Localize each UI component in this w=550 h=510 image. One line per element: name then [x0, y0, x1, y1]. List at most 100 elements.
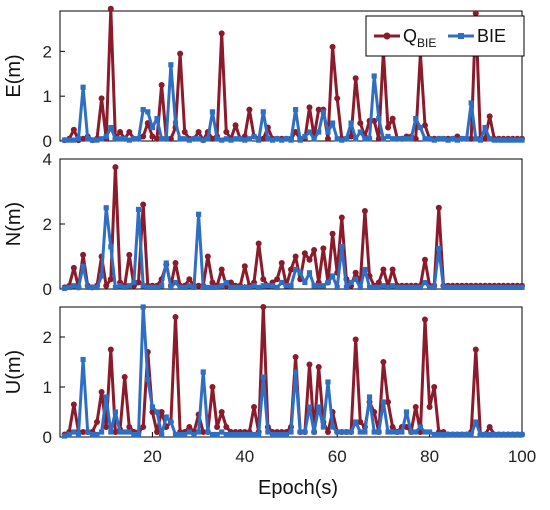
panel-n-bie-point	[269, 283, 276, 289]
panel-u-bie-point	[445, 431, 451, 438]
panel-e-qbie-point	[472, 10, 479, 17]
panel-n-qbie-point	[107, 276, 114, 283]
panel-n-qbie-point	[209, 279, 216, 286]
panel-u-bie-point	[510, 431, 516, 438]
panel-e-bie-point	[390, 136, 396, 142]
panel-u-ytick-label-2: 2	[43, 328, 52, 347]
panel-e-bie-point	[343, 136, 350, 142]
panel-e-bie-point	[228, 137, 234, 143]
panel-e-bie-point	[80, 84, 86, 90]
panel-e-bie-point	[514, 137, 520, 143]
panel-u-qbie-point	[140, 424, 147, 430]
panel-n-bie-point	[325, 279, 331, 286]
panel-e-qbie-point	[315, 106, 322, 113]
panel-e-bie-point	[487, 136, 493, 142]
panel-e-bie-point	[505, 137, 511, 143]
panel-n-qbie-point	[292, 253, 299, 260]
panel-n-qbie-point	[435, 204, 442, 211]
panel-n-bie-point	[440, 284, 447, 290]
panel-e-bie-point	[366, 136, 373, 142]
panel-e-bie-point	[459, 136, 465, 142]
panel-n-bie-point	[149, 284, 155, 290]
panel-u-bie-point	[62, 433, 68, 439]
panel-u-bie-point	[487, 431, 493, 438]
panel-e-bie-point	[145, 109, 151, 115]
panel-e-qbie-point	[140, 133, 147, 140]
panel-u-bie-point	[380, 399, 386, 405]
panel-u-bie-point	[112, 409, 119, 415]
panel-e-bie-point	[274, 136, 280, 142]
panel-e-qbie-point	[468, 135, 475, 142]
panel-e-bie-point	[182, 136, 188, 142]
panel-u-bie-point	[103, 394, 109, 400]
panel-e-bie-point	[242, 137, 248, 143]
panel-e-bie-point	[325, 129, 331, 135]
panel-n-bie-point	[427, 284, 433, 290]
panel-e-qbie-point	[126, 129, 133, 136]
panel-n-bie-point	[172, 279, 179, 286]
panel-e-bie-point	[126, 137, 132, 143]
panel-e-bie-point	[205, 136, 211, 142]
panel-e-qbie-point	[149, 133, 156, 140]
legend-qbie-marker	[383, 32, 391, 40]
panel-e-bie-point	[112, 136, 119, 142]
panel-e-bie-point	[163, 136, 169, 142]
panel-u-bie-point	[168, 419, 174, 425]
panel-n-bie-point	[89, 284, 95, 290]
panel-u-qbie-point	[251, 404, 258, 410]
panel-e-qbie-point	[80, 135, 87, 142]
panel-e-qbie-point	[209, 135, 216, 142]
panel-e-qbie-point	[375, 135, 382, 142]
panel-n-bie-point	[505, 284, 511, 290]
panel-n-bie-point	[196, 211, 202, 217]
panel-n-bie-point	[219, 283, 225, 289]
panel-e-bie-point	[196, 136, 202, 142]
panel-e-bie-point	[403, 136, 410, 142]
panel-u-bie-point	[394, 429, 400, 435]
panel-e-bie-point	[394, 136, 400, 142]
panel-u-bie-point	[260, 374, 266, 380]
panel-n-bie-point	[126, 283, 132, 289]
panel-e-bie-point	[135, 136, 142, 142]
panel-u-qbie-point	[209, 384, 216, 390]
panel-n-bie-point	[399, 284, 405, 290]
panel-n-bie-point	[422, 279, 428, 286]
panel-u-qbie-point	[214, 424, 221, 430]
legend-bie-label: BIE	[477, 26, 506, 46]
panel-e-qbie-point	[195, 129, 202, 136]
panel-u-bie-point	[293, 369, 299, 375]
panel-e-qbie-point	[70, 126, 77, 133]
panel-n-bie-point	[417, 284, 423, 290]
panel-u-bie-point	[431, 431, 437, 438]
panel-u-bie-point	[256, 431, 262, 438]
panel-n-bie-point	[408, 284, 414, 290]
panel-u-bie-point	[274, 431, 280, 438]
panel-u-bie-point	[413, 429, 419, 435]
panel-u-bie-point	[362, 429, 368, 435]
panel-u-xtick-label-2: 60	[328, 447, 347, 466]
panel-u-qbie-point	[324, 429, 331, 435]
panel-u-bie-point	[436, 431, 442, 438]
panel-u-bie-point	[205, 429, 211, 435]
panel-e-qbie-point	[167, 135, 174, 142]
panel-e-qbie-point	[334, 95, 341, 102]
panel-u-qbie-point	[385, 399, 392, 405]
panel-e-bie-point	[468, 100, 474, 106]
panel-n-bie-point	[200, 284, 206, 290]
panel-u-bie-point	[320, 424, 326, 430]
panel-e-bie-point	[380, 136, 386, 142]
panel-u-bie-point	[482, 431, 488, 438]
panel-e-bie-point	[316, 129, 322, 135]
panel-e-bie-point	[122, 136, 128, 142]
panel-n-bie-point	[232, 284, 239, 290]
panel-e-bie-point	[200, 137, 206, 143]
panel-n-bie-point	[145, 284, 151, 290]
panel-n-qbie-point	[70, 264, 77, 271]
panel-u-bie-point	[454, 431, 460, 438]
panel-n-bie-point	[500, 284, 507, 290]
panel-e-bie-point	[482, 124, 488, 131]
panel-u-xtick-label-0: 20	[143, 447, 162, 466]
panel-u-bie-point	[196, 429, 202, 435]
panel-e-bie-point	[103, 133, 109, 140]
